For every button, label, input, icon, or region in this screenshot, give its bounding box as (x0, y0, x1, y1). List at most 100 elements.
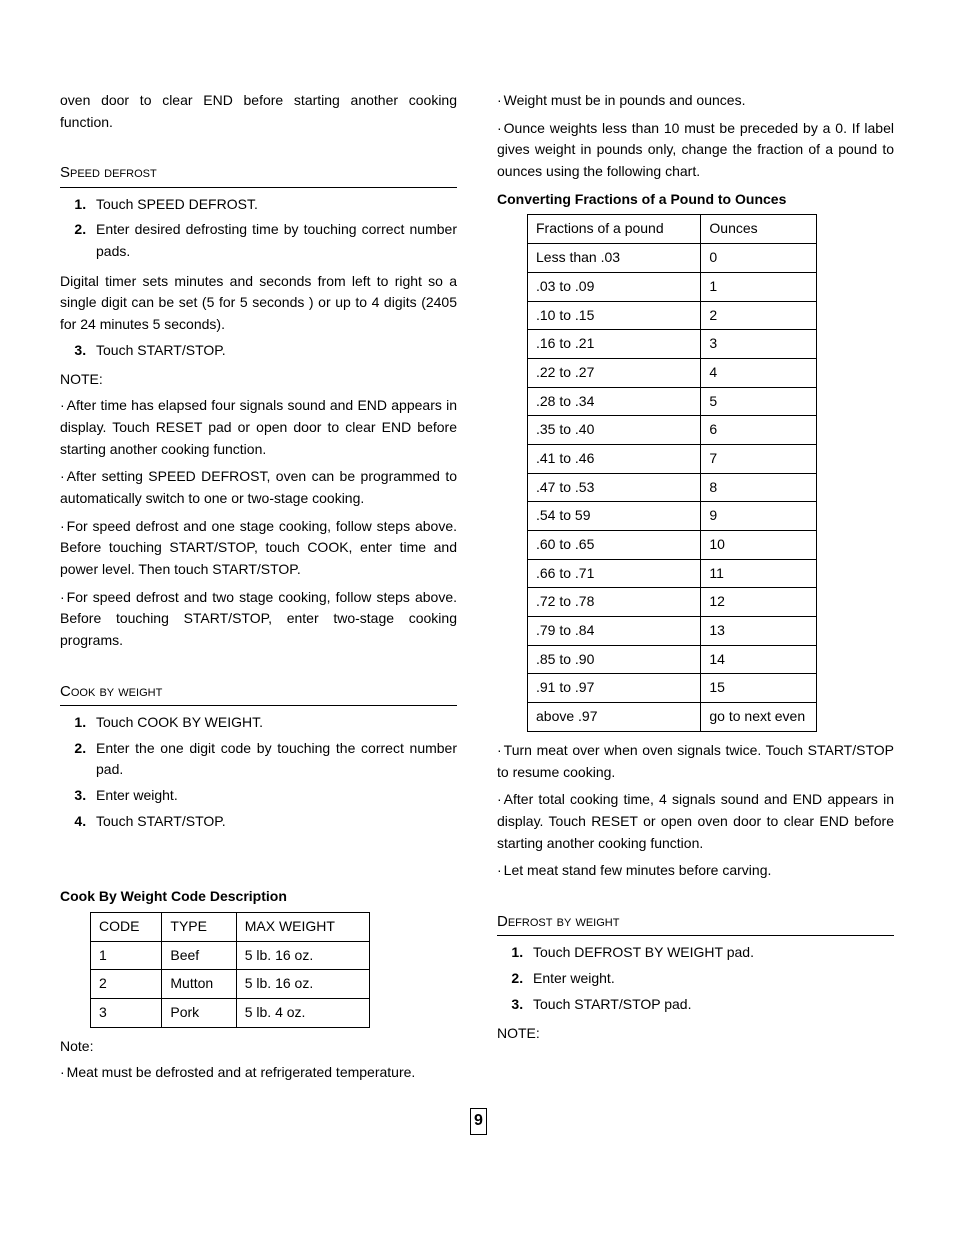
list-item: Touch SPEED DEFROST. (90, 194, 457, 216)
table-cell: .85 to .90 (528, 645, 701, 674)
note-text: Ounce weights less than 10 must be prece… (497, 120, 894, 179)
note-text: Weight must be in pounds and ounces. (504, 92, 746, 108)
conversion-table-title: Converting Fractions of a Pound to Ounce… (497, 189, 894, 211)
timer-paragraph: Digital timer sets minutes and seconds f… (60, 271, 457, 336)
note-item: ·After time has elapsed four signals sou… (60, 395, 457, 460)
table-row: 1 Beef 5 lb. 16 oz. (91, 941, 370, 970)
table-row: .91 to .9715 (528, 674, 817, 703)
table-cell: .66 to .71 (528, 559, 701, 588)
speed-defrost-steps-cont: Touch START/STOP. (60, 340, 457, 362)
note-item: ·For speed defrost and one stage cooking… (60, 516, 457, 581)
note-item: ·For speed defrost and two stage cooking… (60, 587, 457, 652)
defrost-by-weight-steps: Touch DEFROST BY WEIGHT pad. Enter weigh… (497, 942, 894, 1015)
list-item: Enter desired defrosting time by touchin… (90, 219, 457, 262)
defrost-by-weight-heading: Defrost by weight (497, 910, 894, 933)
table-row: Less than .030 (528, 244, 817, 273)
table-cell: 11 (701, 559, 817, 588)
conversion-table: Fractions of a pound Ounces Less than .0… (527, 214, 817, 731)
table-cell: 3 (91, 999, 162, 1028)
table-cell: 9 (701, 502, 817, 531)
table-cell: 7 (701, 444, 817, 473)
divider (60, 705, 457, 706)
table-cell: 6 (701, 416, 817, 445)
table-cell: 13 (701, 617, 817, 646)
list-item: Touch START/STOP. (90, 811, 457, 833)
table-header: MAX WEIGHT (236, 913, 369, 942)
table-header-row: Fractions of a pound Ounces (528, 215, 817, 244)
note-item: ·Let meat stand few minutes before carvi… (497, 860, 894, 882)
table-cell: above .97 (528, 703, 701, 732)
cook-by-weight-heading: Cook by weight (60, 680, 457, 703)
table-cell: .22 to .27 (528, 358, 701, 387)
table-cell: 5 lb. 16 oz. (236, 970, 369, 999)
code-table-title: Cook By Weight Code Description (60, 886, 457, 908)
table-cell: .28 to .34 (528, 387, 701, 416)
table-header-row: CODE TYPE MAX WEIGHT (91, 913, 370, 942)
table-cell: go to next even (701, 703, 817, 732)
table-row: .28 to .345 (528, 387, 817, 416)
note-item: ·After setting SPEED DEFROST, oven can b… (60, 466, 457, 509)
table-header: TYPE (162, 913, 236, 942)
table-cell: 5 lb. 4 oz. (236, 999, 369, 1028)
speed-defrost-steps: Touch SPEED DEFROST. Enter desired defro… (60, 194, 457, 263)
table-cell: Beef (162, 941, 236, 970)
table-header: CODE (91, 913, 162, 942)
table-cell: .79 to .84 (528, 617, 701, 646)
list-item: Enter weight. (90, 785, 457, 807)
note-text: For speed defrost and one stage cooking,… (60, 518, 457, 577)
table-row: .41 to .467 (528, 444, 817, 473)
code-table: CODE TYPE MAX WEIGHT 1 Beef 5 lb. 16 oz.… (90, 912, 370, 1028)
table-cell: 1 (91, 941, 162, 970)
divider (60, 187, 457, 188)
note-item: ·After total cooking time, 4 signals sou… (497, 789, 894, 854)
table-cell: Pork (162, 999, 236, 1028)
table-cell: .54 to 59 (528, 502, 701, 531)
speed-defrost-heading: Speed defrost (60, 161, 457, 184)
table-header: Ounces (701, 215, 817, 244)
list-item: Touch DEFROST BY WEIGHT pad. (527, 942, 894, 964)
table-cell: 12 (701, 588, 817, 617)
table-cell: .03 to .09 (528, 272, 701, 301)
list-item: Enter weight. (527, 968, 894, 990)
table-row: .35 to .406 (528, 416, 817, 445)
table-row: .85 to .9014 (528, 645, 817, 674)
note-item: ·Meat must be defrosted and at refrigera… (60, 1062, 457, 1084)
table-row: 2 Mutton 5 lb. 16 oz. (91, 970, 370, 999)
divider (497, 935, 894, 936)
note-text: Meat must be defrosted and at refrigerat… (67, 1064, 416, 1080)
table-cell: .41 to .46 (528, 444, 701, 473)
note-text: Turn meat over when oven signals twice. … (497, 742, 894, 780)
note-item: ·Turn meat over when oven signals twice.… (497, 740, 894, 783)
table-cell: 5 (701, 387, 817, 416)
note-text: After total cooking time, 4 signals soun… (497, 791, 894, 850)
table-cell: .16 to .21 (528, 330, 701, 359)
table-cell: 1 (701, 272, 817, 301)
table-row: .66 to .7111 (528, 559, 817, 588)
table-row: .22 to .274 (528, 358, 817, 387)
table-cell: 3 (701, 330, 817, 359)
cook-by-weight-steps: Touch COOK BY WEIGHT. Enter the one digi… (60, 712, 457, 832)
table-row: .10 to .152 (528, 301, 817, 330)
table-cell: 2 (91, 970, 162, 999)
table-header: Fractions of a pound (528, 215, 701, 244)
table-cell: .91 to .97 (528, 674, 701, 703)
table-row: .72 to .7812 (528, 588, 817, 617)
table-row: above .97go to next even (528, 703, 817, 732)
table-cell: Less than .03 (528, 244, 701, 273)
table-cell: .10 to .15 (528, 301, 701, 330)
note-item: ·Weight must be in pounds and ounces. (497, 90, 894, 112)
table-cell: 8 (701, 473, 817, 502)
page-number: 9 (470, 1108, 487, 1135)
table-cell: 10 (701, 531, 817, 560)
note-label: NOTE: (60, 369, 457, 391)
table-cell: 15 (701, 674, 817, 703)
note-label: NOTE: (497, 1023, 894, 1045)
table-row: 3 Pork 5 lb. 4 oz. (91, 999, 370, 1028)
list-item: Touch COOK BY WEIGHT. (90, 712, 457, 734)
note-text: After time has elapsed four signals soun… (60, 397, 457, 456)
list-item: Touch START/STOP. (90, 340, 457, 362)
note-text: Let meat stand few minutes before carvin… (504, 862, 772, 878)
table-cell: 0 (701, 244, 817, 273)
note-item: ·Ounce weights less than 10 must be prec… (497, 118, 894, 183)
table-row: .47 to .538 (528, 473, 817, 502)
